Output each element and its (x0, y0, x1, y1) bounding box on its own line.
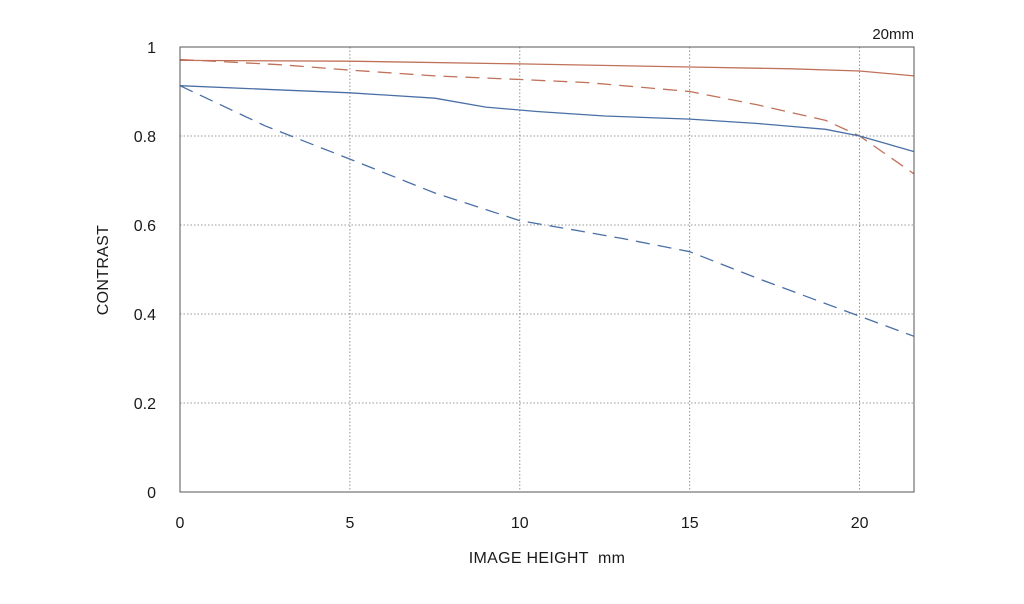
x-tick-labels: 0 5 10 15 20 (176, 515, 869, 532)
x-tick-label: 20 (851, 515, 869, 532)
x-tick-label: 0 (176, 515, 185, 532)
y-tick-label: 0.6 (134, 218, 156, 235)
plot-frame (179, 46, 915, 493)
y-axis-title: CONTRAST (95, 225, 112, 315)
x-axis-title: IMAGE HEIGHT mm (469, 550, 626, 567)
series-line-2 (179, 58, 915, 175)
y-tick-labels: 0 0.2 0.4 0.6 0.8 1 (134, 40, 156, 502)
y-tick-label: 0.2 (134, 396, 156, 413)
series-line-3 (179, 85, 915, 153)
series-line-4 (179, 85, 915, 337)
y-tick-label: 1 (147, 40, 156, 57)
grid-lines (180, 47, 914, 492)
x-tick-label: 15 (681, 515, 699, 532)
series-lines (179, 58, 915, 337)
x-tick-label: 5 (345, 515, 354, 532)
y-tick-label: 0.4 (134, 307, 156, 324)
y-tick-label: 0.8 (134, 129, 156, 146)
series-line-1 (179, 59, 915, 77)
x-tick-label: 10 (511, 515, 529, 532)
y-tick-label: 0 (147, 485, 156, 502)
focal-length-label: 20mm (872, 26, 914, 43)
